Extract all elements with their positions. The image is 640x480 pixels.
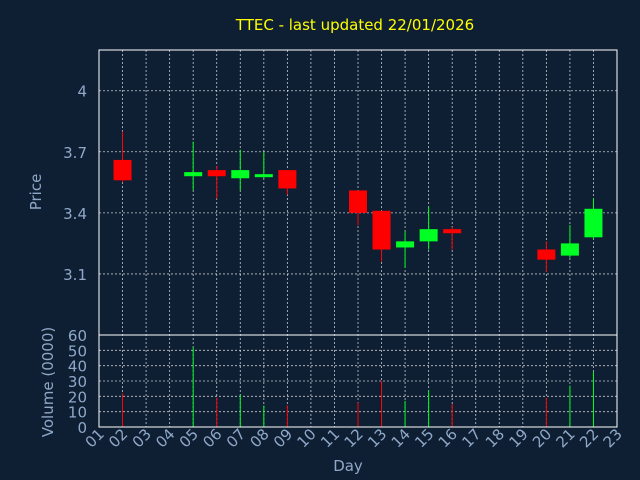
volume-axis-label: Volume (0000) [39, 327, 57, 437]
day-tick-label: 21 [553, 425, 579, 451]
candle-body [396, 241, 415, 248]
day-tick-label: 10 [294, 425, 320, 451]
day-tick-label: 20 [529, 425, 555, 451]
day-tick-label: 05 [176, 425, 202, 451]
day-tick-label: 23 [600, 425, 626, 451]
price-axis-label: Price [27, 174, 45, 211]
volume-tick-label: 10 [68, 404, 87, 422]
candle-body [372, 210, 391, 250]
day-tick-label: 08 [246, 425, 272, 451]
day-tick-label: 04 [152, 425, 178, 451]
volume-tick-label: 50 [68, 342, 87, 360]
chart-marks [113, 131, 603, 427]
price-tick-label: 3.1 [63, 266, 87, 284]
candle-body [113, 159, 132, 181]
chart-title: TTEC - last updated 22/01/2026 [235, 16, 474, 34]
candle-body [349, 190, 367, 213]
day-tick-label: 16 [435, 425, 461, 451]
day-tick-label: 19 [505, 425, 531, 451]
candle-body [584, 208, 603, 238]
day-tick-label: 09 [270, 425, 296, 451]
day-tick-label: 06 [199, 425, 225, 451]
day-tick-label: 03 [129, 425, 155, 451]
volume-tick-label: 60 [68, 327, 87, 345]
day-tick-label: 12 [341, 425, 367, 451]
day-tick-label: 15 [411, 425, 437, 451]
candle-body [560, 243, 579, 256]
candle-body [537, 249, 556, 260]
day-tick-label: 14 [388, 425, 414, 451]
volume-plot-frame [98, 334, 618, 428]
candle-body [443, 229, 462, 234]
price-tick-label: 3.7 [63, 144, 87, 162]
day-tick-label: 02 [105, 425, 131, 451]
candle-body [419, 229, 438, 242]
day-tick-label: 13 [364, 425, 390, 451]
candle-body [207, 170, 226, 177]
candle-body [278, 170, 297, 189]
candle-body [184, 172, 203, 177]
volume-tick-label: 0 [77, 419, 87, 437]
x-axis-label: Day [333, 457, 363, 475]
day-tick-label: 07 [223, 425, 249, 451]
candle-body [254, 174, 273, 178]
price-tick-label: 4 [77, 83, 87, 101]
price-tick-label: 3.4 [63, 205, 87, 223]
day-tick-label: 22 [576, 425, 602, 451]
day-tick-label: 11 [317, 425, 343, 451]
volume-tick-label: 20 [68, 388, 87, 406]
day-tick-label: 18 [482, 425, 508, 451]
volume-tick-label: 40 [68, 358, 87, 376]
candle-body [231, 170, 250, 179]
volume-tick-label: 30 [68, 373, 87, 391]
plot-frames [98, 49, 618, 428]
day-tick-label: 17 [458, 425, 484, 451]
grid-lines [98, 50, 618, 428]
